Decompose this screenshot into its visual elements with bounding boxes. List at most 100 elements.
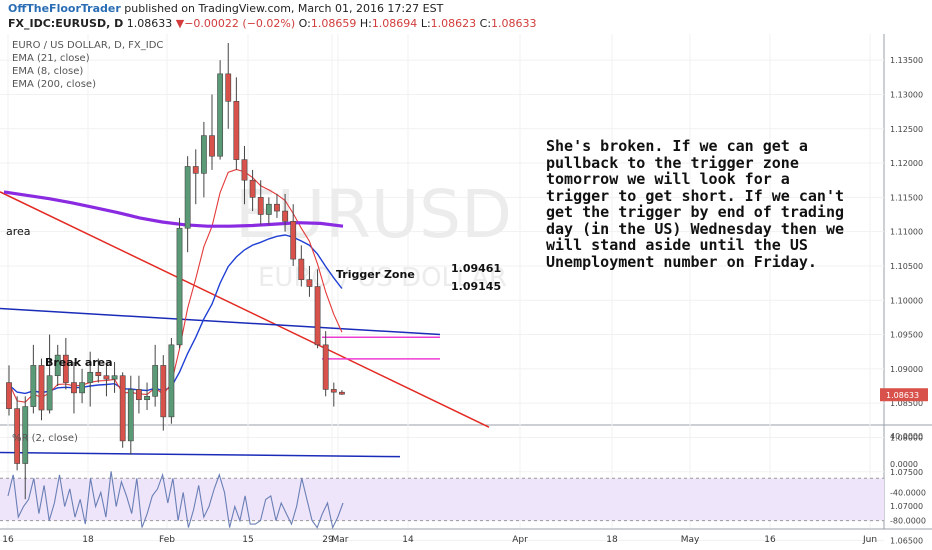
quote-line: FX_IDC:EURUSD, D 1.08633 ▼−0.00022 (−0.0… <box>8 17 537 30</box>
time-tick-label: 18 <box>82 535 94 545</box>
price-pane-bg <box>0 34 884 424</box>
area-label: area <box>6 225 31 238</box>
trigger-zone-label: Trigger Zone <box>336 268 415 281</box>
candle-body <box>322 344 329 390</box>
close-label: C: <box>479 17 492 30</box>
candle-body <box>95 371 102 377</box>
wpr-line <box>7 471 344 530</box>
candle-body <box>144 395 150 401</box>
candle-body <box>274 203 280 212</box>
time-tick-label: Mar <box>332 535 349 545</box>
candle-body <box>6 382 12 409</box>
candle-body <box>330 389 337 393</box>
candle-body <box>14 408 21 464</box>
ema21-line <box>8 234 343 395</box>
candle-body <box>225 73 232 102</box>
candle-body <box>257 197 264 215</box>
break-area-label: Break area <box>45 356 113 369</box>
indicator-title[interactable]: %R (2, close) <box>12 433 78 444</box>
candle-body <box>79 382 85 394</box>
ema200-legend[interactable]: EMA (200, close) <box>12 79 96 90</box>
candle-body <box>62 354 69 383</box>
candle-body <box>136 389 142 401</box>
drawn-lines <box>0 191 490 458</box>
wpr-tick-label: 40.0000 <box>890 432 923 441</box>
candle-body <box>176 227 183 346</box>
candle-body <box>217 73 224 157</box>
price-tick-label: 1.11000 <box>890 228 923 237</box>
published-text: published on TradingView.com, March 01, … <box>120 2 444 15</box>
candlesticks <box>6 43 345 500</box>
price-tick-label: 1.13500 <box>890 56 923 65</box>
publish-line: OffTheFloorTrader published on TradingVi… <box>8 2 443 15</box>
level-lower-label: 1.09145 <box>451 280 501 293</box>
candle-body <box>282 210 288 222</box>
candle-body <box>168 344 175 418</box>
blue-trendline <box>0 307 441 336</box>
high-label: H: <box>359 17 372 30</box>
price-tick-label: 1.12000 <box>890 159 923 168</box>
time-tick-label: 16 <box>2 535 14 545</box>
chart-area[interactable]: EURUSD EURO / US DOLLAR area Break area … <box>0 34 932 550</box>
price-tick-label: 1.07500 <box>890 468 923 477</box>
time-tick-label: 18 <box>606 535 618 545</box>
candle-body <box>192 166 199 174</box>
break-area-line <box>0 451 401 458</box>
price-axis[interactable]: 1.13500 1.13000 1.12500 1.12000 1.11500 1.110… <box>880 56 928 545</box>
candle-body <box>241 159 248 181</box>
open-label: O: <box>298 17 311 30</box>
candle-body <box>314 286 321 346</box>
change-arrow-icon: ▼ <box>175 17 185 30</box>
red-trendline <box>0 191 490 428</box>
commentary-text: She's broken. If we can get a pullback t… <box>546 137 845 271</box>
candle-body <box>119 375 126 442</box>
candle-body <box>209 135 215 157</box>
price-change: −0.00022 (−0.02%) <box>184 17 296 30</box>
price-tick-label: 1.09000 <box>890 365 923 374</box>
price-tick-label: 1.13000 <box>890 90 923 99</box>
price-tick-label: 1.09500 <box>890 331 923 340</box>
candle-body <box>306 279 313 287</box>
indicator-axis: 40.0000 0.0000 -40.0000 -80.0000 <box>890 432 926 526</box>
low-label: L: <box>420 17 431 30</box>
symbol: FX_IDC:EURUSD, D <box>8 17 124 30</box>
williams-r-pane <box>0 471 884 530</box>
price-tick-label: 1.11500 <box>890 193 923 202</box>
author-link[interactable]: OffTheFloorTrader <box>8 2 121 15</box>
wpr-tick-label: -80.0000 <box>890 517 926 526</box>
candle-body <box>152 365 159 397</box>
level-upper-label: 1.09461 <box>451 262 501 275</box>
moving-averages <box>3 168 344 403</box>
time-tick-label: Jun <box>862 535 877 545</box>
candle-body <box>30 365 37 407</box>
candle-body <box>54 354 61 377</box>
candle-body <box>22 406 29 464</box>
low-value: 1.08623 <box>430 17 477 30</box>
annotations: area Break area Trigger Zone 1.09461 1.0… <box>6 225 501 369</box>
candle-body <box>249 179 256 198</box>
last-price: 1.08633 <box>126 17 173 30</box>
candle-body <box>184 166 191 229</box>
candle-body <box>46 375 53 411</box>
time-tick-label: 29 <box>322 535 334 545</box>
time-tick-label: Apr <box>512 535 528 545</box>
time-tick-label: 14 <box>402 535 414 545</box>
candle-body <box>265 203 272 215</box>
candle-body <box>233 101 240 160</box>
close-value: 1.08633 <box>491 17 537 30</box>
price-tick-label: 1.12500 <box>890 125 923 134</box>
time-tick-label: 15 <box>242 535 253 545</box>
current-price-label: 1.08633 <box>886 391 919 400</box>
candle-body <box>127 389 134 442</box>
price-tick-label: 1.10500 <box>890 262 923 271</box>
ema200-line <box>3 190 344 228</box>
ema8-legend[interactable]: EMA (8, close) <box>12 66 84 77</box>
current-price-badge <box>880 388 928 402</box>
ema21-legend[interactable]: EMA (21, close) <box>12 53 90 64</box>
candle-body <box>71 382 77 394</box>
candle-body <box>339 391 345 395</box>
high-value: 1.08694 <box>371 17 418 30</box>
open-value: 1.08659 <box>310 17 357 30</box>
chart-header: OffTheFloorTrader published on TradingVi… <box>0 0 932 34</box>
